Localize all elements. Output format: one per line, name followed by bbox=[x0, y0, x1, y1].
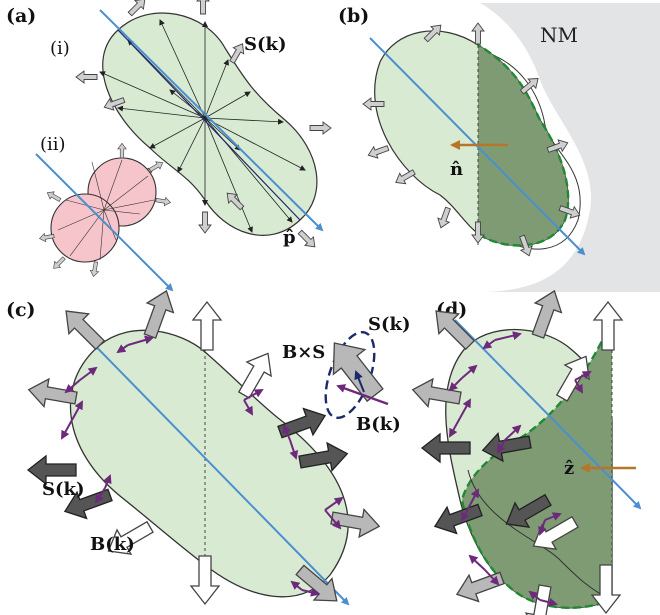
panel-c: (c) bbox=[6, 285, 411, 613]
panel-a: (a) (i) (ii) bbox=[6, 0, 332, 292]
n-hat-label: n̂ bbox=[450, 159, 463, 180]
occupied-half-b bbox=[478, 45, 569, 246]
nm-label: NM bbox=[540, 23, 578, 47]
panel-a-label: (a) bbox=[6, 5, 36, 27]
side-spin-label: S(k) bbox=[42, 479, 85, 500]
case-i-label: (i) bbox=[50, 38, 70, 59]
normal-metal-region bbox=[480, 3, 660, 292]
legend-cross-label: B×S bbox=[282, 342, 325, 363]
panel-b: (b) NM n̂ bbox=[338, 3, 660, 292]
dark-axis-i bbox=[117, 29, 301, 221]
vector-legend: S(k) B×S B(k) bbox=[282, 314, 411, 435]
radial-spin-arrows bbox=[99, 19, 306, 233]
legend-spin-label: S(k) bbox=[368, 314, 411, 335]
spin-label-a: S(k) bbox=[244, 34, 287, 55]
p-axis-d bbox=[454, 319, 642, 510]
z-hat-label: ẑ bbox=[564, 458, 574, 479]
side-field-label: B(k) bbox=[90, 534, 135, 555]
panel-d: (d) bbox=[409, 285, 642, 615]
legend-field-label: B(k) bbox=[356, 414, 401, 435]
panel-b-label: (b) bbox=[338, 5, 369, 27]
field-arrows-d bbox=[448, 331, 592, 607]
field-arrows-c bbox=[61, 335, 344, 597]
p-axis-ii bbox=[35, 153, 174, 292]
inner-contour-d bbox=[467, 469, 613, 601]
occupied-region-d bbox=[462, 320, 612, 608]
shifted-contour bbox=[477, 49, 581, 250]
p-hat-label: p̂ bbox=[283, 227, 296, 248]
case-ii-label: (ii) bbox=[40, 134, 66, 155]
p-axis-c bbox=[69, 319, 350, 606]
panel-c-label: (c) bbox=[6, 299, 36, 321]
p-axis-i bbox=[99, 9, 324, 232]
dashed-boundary-b bbox=[478, 43, 570, 247]
